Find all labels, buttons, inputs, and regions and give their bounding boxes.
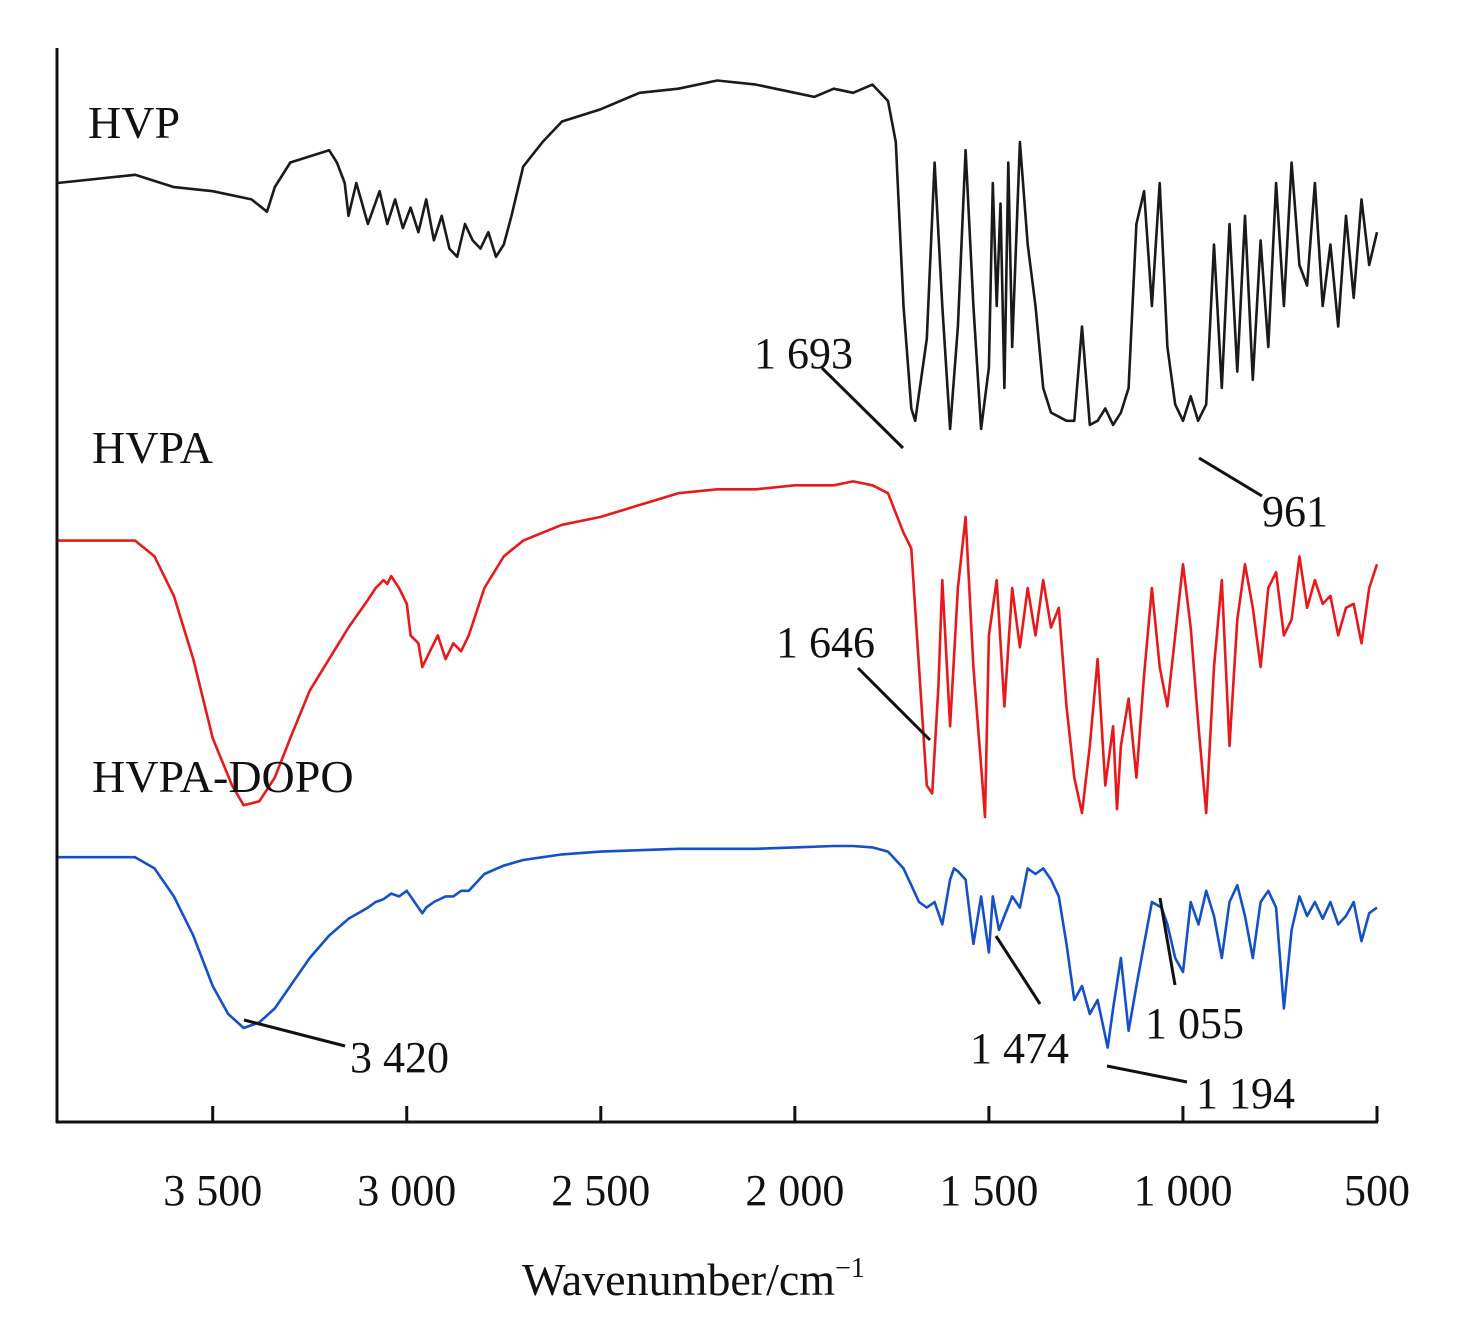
series-label-hvpa: HVPA — [92, 422, 213, 473]
series-line-hvpa-dopo — [57, 844, 1378, 1049]
x-axis-title-main: Wavenumber/cm — [522, 1254, 835, 1305]
leader-961 — [1198, 456, 1263, 498]
annotation-1693: 1 693 — [754, 329, 853, 378]
x-tick-label: 2 500 — [551, 1166, 650, 1215]
annotation-1194: 1 194 — [1196, 1069, 1295, 1118]
leader-1474 — [994, 935, 1042, 1005]
leader-1055 — [1158, 897, 1177, 986]
leader-1646 — [856, 666, 932, 742]
leader-1693 — [820, 366, 905, 450]
leader-1194 — [1106, 1064, 1188, 1084]
spectra-group — [57, 79, 1379, 1049]
series-line-hvpa — [57, 480, 1379, 819]
annotation-3420: 3 420 — [350, 1033, 449, 1082]
x-axis-title-superscript: −1 — [835, 1253, 865, 1284]
series-line-hvp — [57, 79, 1379, 431]
annotation-1055: 1 055 — [1145, 999, 1244, 1048]
series-label-hvp: HVP — [88, 97, 180, 148]
x-tick-label: 1 000 — [1133, 1166, 1232, 1215]
x-axis-title: Wavenumber/cm−1 — [522, 1253, 865, 1305]
x-tick-label: 2 000 — [745, 1166, 844, 1215]
annotation-1646: 1 646 — [776, 618, 875, 667]
annotation-1474: 1 474 — [970, 1024, 1069, 1073]
series-label-hvpa-dopo: HVPA-DOPO — [92, 751, 354, 802]
leader-3420 — [243, 1018, 346, 1048]
annotation-leaders — [243, 366, 1263, 1084]
x-tick-label: 1 500 — [939, 1166, 1038, 1215]
x-tick-label: 3 500 — [163, 1166, 262, 1215]
x-tick-label: 500 — [1344, 1166, 1410, 1215]
x-tick-label: 3 000 — [357, 1166, 456, 1215]
x-ticks-group: 3 500 3 000 2 500 2 000 1 500 1 000 500 — [163, 1106, 1410, 1215]
annotation-961: 961 — [1262, 487, 1328, 536]
